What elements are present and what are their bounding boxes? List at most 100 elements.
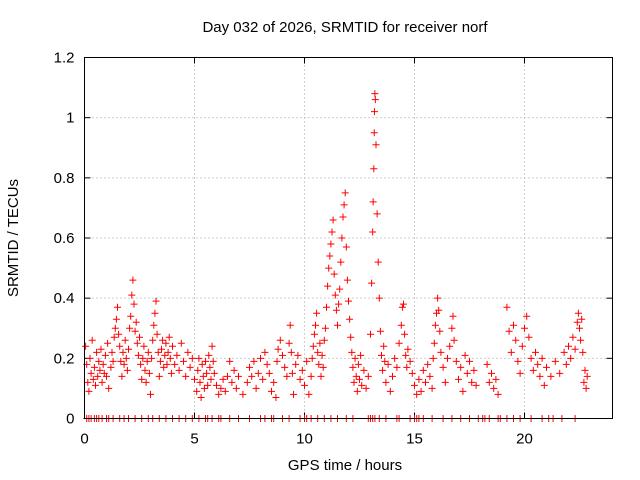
data-point bbox=[354, 360, 362, 368]
data-point bbox=[122, 354, 130, 362]
data-point bbox=[153, 330, 161, 338]
data-point bbox=[455, 375, 462, 383]
data-point bbox=[159, 336, 167, 344]
data-point bbox=[136, 333, 143, 341]
data-point bbox=[89, 375, 97, 383]
data-point bbox=[128, 291, 136, 299]
data-point bbox=[431, 321, 439, 329]
data-point bbox=[252, 384, 260, 392]
data-point bbox=[144, 348, 152, 356]
data-point bbox=[221, 387, 229, 395]
data-point bbox=[521, 324, 528, 332]
data-point bbox=[492, 375, 500, 383]
data-point bbox=[88, 336, 96, 344]
data-point bbox=[312, 321, 319, 329]
data-point bbox=[527, 354, 535, 362]
data-point bbox=[374, 258, 382, 266]
x-tick-label: 15 bbox=[406, 431, 423, 448]
data-point bbox=[331, 291, 339, 299]
data-point bbox=[424, 360, 432, 368]
data-point bbox=[580, 378, 588, 386]
data-point bbox=[567, 354, 575, 362]
data-point bbox=[330, 270, 338, 278]
data-point bbox=[583, 372, 591, 380]
data-point bbox=[85, 387, 93, 395]
data-point bbox=[382, 378, 390, 386]
data-point bbox=[547, 372, 555, 380]
data-point bbox=[318, 351, 326, 359]
data-point bbox=[204, 381, 212, 389]
data-point bbox=[510, 321, 517, 329]
data-point bbox=[126, 324, 134, 332]
data-point bbox=[360, 366, 368, 374]
data-point bbox=[219, 375, 227, 383]
data-point bbox=[403, 363, 411, 371]
data-point bbox=[514, 357, 522, 365]
data-point bbox=[123, 366, 131, 374]
data-point bbox=[164, 348, 172, 356]
data-point bbox=[503, 303, 511, 311]
data-point bbox=[436, 327, 444, 335]
data-points bbox=[82, 90, 591, 422]
data-point bbox=[210, 369, 218, 377]
data-point bbox=[367, 330, 374, 338]
data-point bbox=[261, 348, 269, 356]
data-point bbox=[335, 300, 343, 308]
data-point bbox=[182, 372, 190, 380]
data-point bbox=[254, 369, 262, 377]
data-point bbox=[139, 354, 147, 362]
data-point bbox=[119, 348, 127, 356]
data-point bbox=[560, 348, 568, 356]
data-point bbox=[429, 354, 437, 362]
data-point bbox=[143, 357, 151, 365]
data-point bbox=[173, 351, 181, 359]
data-point bbox=[285, 339, 293, 347]
data-point bbox=[96, 366, 104, 374]
data-point bbox=[196, 378, 204, 386]
data-point bbox=[194, 366, 202, 374]
data-point bbox=[98, 378, 106, 386]
data-point bbox=[457, 363, 465, 371]
data-point bbox=[373, 210, 381, 218]
data-point bbox=[327, 240, 335, 248]
data-point bbox=[305, 390, 313, 398]
data-point bbox=[516, 369, 524, 377]
data-point bbox=[250, 357, 258, 365]
data-point bbox=[127, 312, 135, 320]
data-point bbox=[203, 369, 211, 377]
data-point bbox=[94, 372, 102, 380]
data-point bbox=[341, 189, 349, 197]
data-point bbox=[296, 375, 304, 383]
data-point bbox=[362, 384, 370, 392]
data-point bbox=[417, 387, 425, 395]
data-point bbox=[248, 372, 256, 380]
data-point bbox=[490, 384, 498, 392]
data-point bbox=[230, 366, 238, 374]
data-point bbox=[434, 294, 442, 302]
data-point bbox=[147, 390, 154, 398]
data-point bbox=[287, 348, 295, 356]
data-point bbox=[316, 339, 324, 347]
data-point bbox=[507, 348, 515, 356]
data-point bbox=[574, 309, 582, 317]
data-point bbox=[110, 333, 118, 341]
data-point bbox=[257, 354, 264, 362]
data-point bbox=[569, 333, 577, 341]
data-point bbox=[571, 345, 579, 353]
data-point bbox=[268, 387, 275, 395]
data-point bbox=[536, 372, 544, 380]
data-point bbox=[435, 306, 443, 314]
data-point bbox=[353, 387, 361, 395]
data-point bbox=[368, 279, 376, 287]
data-point bbox=[372, 141, 380, 149]
data-point bbox=[112, 315, 120, 323]
data-point bbox=[205, 351, 213, 359]
data-point bbox=[281, 363, 289, 371]
data-point bbox=[140, 342, 148, 350]
data-point bbox=[505, 327, 513, 335]
data-point bbox=[99, 360, 107, 368]
data-point bbox=[371, 90, 379, 98]
data-point bbox=[263, 360, 271, 368]
data-point bbox=[160, 363, 168, 371]
data-point bbox=[518, 342, 526, 350]
